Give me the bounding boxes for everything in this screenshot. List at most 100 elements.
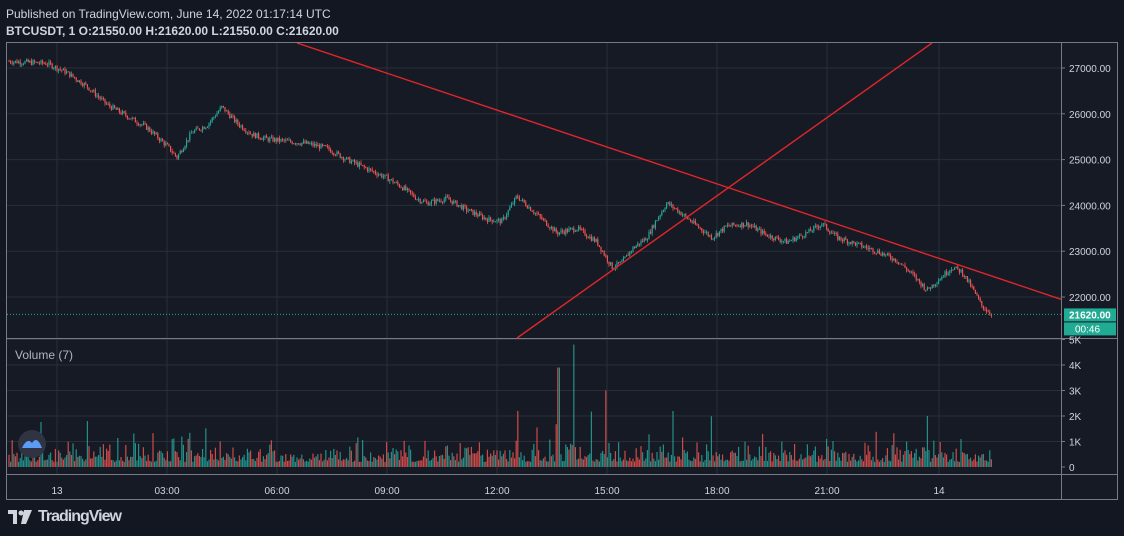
volume-bar [696, 442, 698, 467]
volume-bar [582, 459, 584, 467]
candle-body [230, 115, 232, 118]
volume-bar [203, 457, 205, 467]
volume-bar [781, 441, 783, 467]
volume-bar [944, 452, 946, 467]
volume-bar [965, 454, 967, 467]
volume-bar [261, 461, 263, 467]
candle-body [189, 133, 191, 141]
volume-bar [614, 451, 616, 467]
candle-body [978, 295, 980, 299]
volume-bar [814, 446, 816, 467]
volume-bar [955, 448, 957, 467]
volume-bar [894, 454, 896, 467]
footer-brand: TradingView [8, 508, 122, 526]
volume-bar [920, 458, 922, 467]
volume-bar [595, 459, 597, 467]
candle-body [160, 139, 162, 141]
candle-body [683, 214, 685, 215]
volume-bar [654, 461, 656, 467]
volume-bar [422, 456, 424, 467]
volume-bar [394, 454, 396, 467]
candle-body [480, 213, 482, 216]
volume-bar [256, 457, 258, 467]
volume-bar [128, 460, 130, 467]
volume-bar [947, 461, 949, 467]
candle-body [954, 267, 956, 270]
candle-body [651, 225, 653, 234]
volume-bar [818, 455, 820, 467]
candle-body [904, 265, 906, 268]
volume-bar [704, 459, 706, 467]
volume-bar [979, 457, 981, 467]
volume-bar [840, 460, 842, 467]
volume-bar [974, 454, 976, 467]
volume-bar [499, 450, 501, 467]
volume-bar [939, 441, 941, 467]
candle-body [661, 211, 663, 216]
candle-body [205, 127, 207, 129]
candle-body [27, 59, 29, 63]
volume-bar [643, 460, 645, 467]
candle-body [259, 137, 261, 140]
volume-bar [131, 456, 133, 467]
candle-body [600, 246, 602, 252]
candle-body [733, 222, 735, 226]
volume-bar [354, 460, 356, 467]
candle-body [256, 133, 258, 139]
volume-bar [493, 450, 495, 467]
volume-bar [382, 454, 384, 467]
candle-body [718, 231, 720, 236]
candle-body [358, 162, 360, 167]
candle-body [602, 251, 604, 253]
candle-body [909, 270, 911, 272]
volume-bar [677, 456, 679, 467]
volume-bar [374, 458, 376, 467]
candle-body [846, 239, 848, 244]
volume-bar [152, 433, 154, 467]
candle-body [32, 60, 34, 65]
volume-bar [19, 458, 21, 467]
chart-frame[interactable]: 27000.00 26000.00 25000.00 24000.00 23000.00… [6, 42, 1118, 500]
candle-body [622, 258, 624, 262]
volume-bar [267, 453, 269, 467]
candle-body [66, 71, 68, 74]
candle-body [110, 106, 112, 110]
volume-bar [712, 455, 714, 467]
candle-body [192, 132, 194, 134]
volume-bar [363, 456, 365, 467]
price-volume-chart[interactable]: 27000.00 26000.00 25000.00 24000.00 23000.00… [7, 42, 1117, 499]
candle-body [453, 200, 455, 204]
volume-bar [510, 457, 512, 467]
candle-body [482, 215, 484, 220]
volume-bar [773, 453, 775, 467]
volume-bar [686, 451, 688, 467]
candle-body [670, 204, 672, 206]
candle-body [546, 220, 548, 226]
candle-body [658, 217, 660, 221]
volume-bar [693, 457, 695, 467]
volume-bar [846, 461, 848, 467]
candle-body [454, 200, 456, 202]
candle-body [507, 210, 509, 216]
candle-body [592, 237, 594, 241]
candle-body [350, 161, 352, 164]
volume-bar [776, 459, 778, 467]
candle-body [53, 68, 55, 69]
volume-bar [973, 459, 975, 467]
candle-body [208, 123, 210, 127]
candle-body [325, 145, 327, 147]
volume-bar [181, 436, 183, 467]
candle-body [422, 200, 424, 203]
volume-bar [462, 457, 464, 467]
volume-bar [214, 447, 216, 467]
volume-bar [165, 460, 167, 467]
volume-bar [115, 460, 117, 467]
candle-body [890, 255, 892, 259]
candle-body [806, 232, 808, 234]
candle-body [760, 228, 762, 234]
volume-bar [118, 460, 120, 467]
volume-bar [299, 458, 301, 467]
candle-body [645, 238, 647, 241]
candle-body [859, 242, 861, 244]
volume-bar [414, 461, 416, 467]
